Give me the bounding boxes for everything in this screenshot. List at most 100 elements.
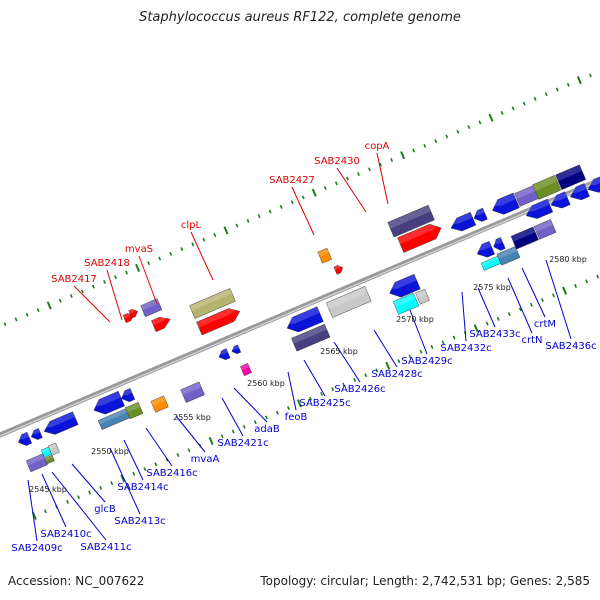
reverse-gene-4-shine [92, 391, 121, 407]
tick-row-outer-bottom [220, 434, 224, 439]
tick-row-outer-bottom [110, 481, 114, 486]
tick-row-outer-bottom [473, 324, 479, 333]
forward-gene-9-shine [397, 223, 440, 244]
reverse-gene-1-shine [17, 432, 30, 440]
scale-label-4: 2560 kbp [247, 379, 285, 388]
gene-label-sab2421c: SAB2421c [217, 438, 268, 449]
forward-gene-20 [586, 172, 600, 193]
tick-row-outer-top [202, 237, 206, 242]
scale-label-7: 2575 kbp [473, 283, 511, 292]
forward-gene-7 [333, 265, 344, 275]
tick-row-outer-top [213, 233, 217, 237]
reverse-gene-11 [231, 344, 242, 354]
tick-row-outer-top [423, 143, 427, 148]
tick-row-outer-top [25, 312, 29, 317]
tick-row-outer-top [279, 204, 283, 209]
tick-row-outer-top [334, 181, 338, 186]
leader-bottom-5 [109, 447, 141, 515]
forward-gene-15 [532, 175, 562, 200]
tick-row-outer-bottom [585, 279, 589, 284]
reverse-gene-4 [92, 390, 125, 415]
reverse-gene-12-shine [240, 363, 250, 371]
tick-row-outer-top [135, 263, 141, 272]
tick-row-outer-bottom [485, 321, 489, 326]
reverse-gene-2 [30, 428, 43, 440]
leader-top-6 [336, 167, 367, 213]
reverse-gene-19-shape [476, 240, 495, 258]
reverse-gene-12-shape [240, 363, 252, 376]
forward-gene-20-shine [586, 173, 600, 186]
reverse-gene-1 [17, 431, 33, 446]
reverse-gene-20-shine [492, 237, 503, 245]
leader-bottom-4 [71, 463, 106, 503]
gene-label-sab2425c: SAB2425c [299, 398, 350, 409]
tick-row-outer-bottom [452, 335, 456, 340]
reverse-gene-24 [533, 219, 557, 240]
tick-row-outer-top [91, 284, 95, 289]
tick-row-outer-bottom [296, 399, 302, 408]
forward-gene-10-shine [387, 205, 431, 229]
reverse-gene-2-shape [30, 428, 43, 440]
tick-row-outer-top [125, 270, 128, 275]
reverse-gene-5-shine [120, 388, 133, 396]
reverse-gene-16 [387, 273, 421, 298]
forward-gene-20-shape [587, 172, 600, 193]
gene-label-feob: feoB [285, 412, 308, 423]
forward-gene-2-shape [128, 308, 138, 319]
gene-label-crtm: crtM [534, 319, 556, 330]
forward-gene-7-shine [333, 265, 342, 271]
reverse-gene-25-shape [25, 453, 48, 473]
gene-label-sab2433c: SAB2433c [469, 329, 520, 340]
tick-row-outer-top [223, 226, 229, 235]
tick-row-outer-bottom [320, 391, 324, 396]
forward-gene-8-shape [317, 247, 332, 264]
tick-row-outer-bottom [529, 302, 533, 307]
forward-gene-9-shape [397, 223, 442, 253]
tick-row-outer-bottom [99, 485, 103, 490]
reverse-gene-28 [44, 454, 55, 465]
reverse-gene-12 [240, 363, 252, 376]
forward-gene-2 [128, 308, 138, 319]
genome-backbone [0, 177, 600, 438]
leader-top-1 [73, 285, 111, 323]
forward-gene-17-shine [524, 199, 550, 213]
gene-label-sab2410c: SAB2410c [40, 529, 91, 540]
tick-row-outer-bottom [430, 345, 434, 349]
gene-label-sab2432c: SAB2432c [440, 343, 491, 354]
tick-row-outer-bottom [253, 420, 257, 425]
tick-row-outer-top [588, 73, 592, 78]
tick-row-outer-top [246, 218, 250, 223]
forward-gene-17 [524, 198, 554, 219]
topology-text: Topology: circular; Length: 2,742,531 bp… [260, 574, 590, 588]
forward-gene-15-shine [532, 175, 558, 191]
forward-gene-4 [140, 298, 163, 317]
tick-row-outer-top [434, 139, 438, 144]
tick-row-outer-top [566, 82, 570, 87]
forward-gene-3-shape [151, 316, 171, 333]
leader-bottom-7 [145, 427, 173, 467]
tick-row-outer-top [180, 247, 184, 252]
gene-label-glcb: glcB [94, 504, 116, 515]
tick-row-outer-bottom [541, 298, 544, 303]
gene-label-sab2414c: SAB2414c [117, 482, 168, 493]
forward-gene-10 [387, 204, 435, 238]
forward-gene-6-shine [189, 288, 233, 311]
tick-row-outer-bottom [143, 467, 147, 472]
gene-label-copa: copA [365, 141, 390, 152]
reverse-gene-17-shine [393, 293, 416, 308]
tick-row-outer-top [555, 87, 559, 92]
tick-row-outer-top [169, 251, 173, 256]
forward-gene-8 [317, 247, 332, 264]
reverse-gene-22 [496, 246, 521, 266]
reverse-gene-4-shape [93, 390, 125, 415]
tick-row-outer-top [533, 96, 537, 101]
reverse-gene-13 [285, 306, 324, 333]
forward-gene-3-shine [151, 316, 169, 326]
tick-row-outer-top [290, 200, 294, 205]
label-leader-lines [27, 152, 572, 542]
tick-row-outer-bottom [408, 354, 412, 359]
tick-row-outer-bottom [44, 509, 47, 514]
reverse-gene-17-shape [392, 292, 420, 315]
forward-gene-13 [490, 192, 520, 215]
gene-label-sab2436c: SAB2436c [545, 341, 596, 352]
